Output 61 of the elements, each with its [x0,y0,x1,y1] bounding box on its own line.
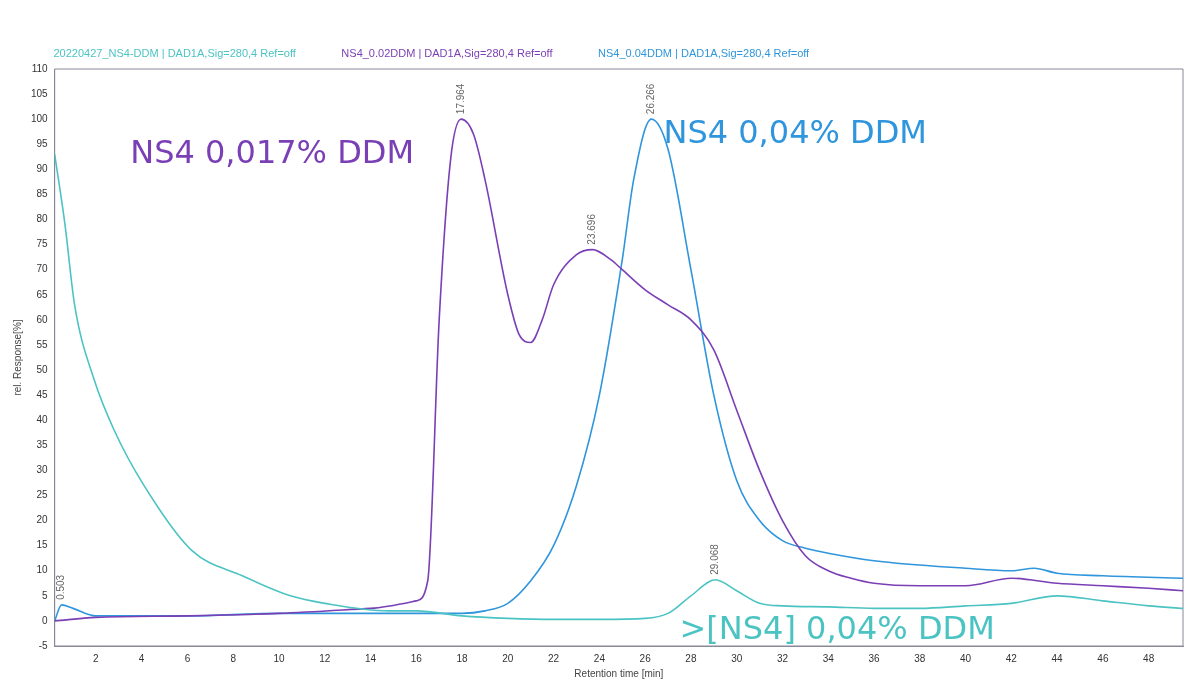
y-tick-label: 50 [36,363,49,375]
y-tick-label: 90 [36,163,49,175]
y-tick-label: 25 [36,489,49,501]
x-tick-label: 20 [502,652,514,664]
y-tick-label: 45 [36,388,49,400]
y-tick-label: 95 [36,138,49,150]
y-tick-label: -5 [38,639,49,651]
x-tick-label: 26 [639,652,652,664]
x-tick-label: 24 [593,652,606,664]
y-tick-label: 30 [36,464,49,476]
y-axis-title: rel. Response[%] [11,319,23,396]
y-tick-label: 80 [36,213,49,225]
x-tick-label: 32 [776,652,789,664]
x-tick-label: 4 [138,652,145,664]
annotation: 23.696 [586,213,598,245]
x-tick-label: 14 [364,652,377,664]
annotation: NS4 0,04% DDM [663,112,927,151]
annotation: 0.503 [55,574,67,600]
x-tick-label: 46 [1097,652,1109,664]
x-tick-label: 10 [273,652,285,664]
y-tick-label: 65 [36,288,49,300]
y-tick-label: 35 [36,439,49,451]
text: 20220427_NS4-DDM | DAD1A,Sig=280,4 Ref=off [53,46,297,59]
y-tick-label: 75 [36,238,49,250]
y-tick-label: 105 [31,87,49,99]
annotation: 26.266 [645,83,657,115]
annotation: 17.964 [454,83,466,115]
x-tick-label: 18 [456,652,469,664]
annotation: 29.068 [709,543,721,575]
x-tick-label: 40 [960,652,972,664]
x-tick-label: 12 [319,652,331,664]
x-tick-label: 44 [1051,652,1064,664]
text: NS4_0.02DDM | DAD1A,Sig=280,4 Ref=off [341,46,554,59]
annotation: >[NS4] 0,04% DDM [679,609,995,648]
y-tick-label: 110 [31,62,49,74]
y-tick-label: 60 [36,313,49,325]
y-tick-label: 85 [36,188,49,200]
x-tick-label: 28 [685,652,697,664]
x-axis-title: Retention time [min] [574,667,664,679]
text: NS4_0.04DDM | DAD1A,Sig=280,4 Ref=off [598,46,811,59]
y-tick-label: 15 [36,539,49,551]
x-tick-label: 34 [822,652,835,664]
x-tick-label: 22 [548,652,560,664]
y-tick-label: 5 [42,589,49,601]
x-tick-label: 36 [868,652,881,664]
annotation: NS4 0,017% DDM [130,132,415,171]
x-tick-label: 38 [914,652,926,664]
y-tick-label: 100 [31,112,49,124]
x-tick-label: 30 [731,652,743,664]
x-tick-label: 42 [1005,652,1018,664]
y-tick-label: 70 [36,263,49,275]
y-tick-label: 10 [36,564,49,576]
y-tick-label: 40 [36,413,49,425]
y-tick-label: 55 [36,338,49,350]
x-tick-label: 8 [230,652,237,664]
y-tick-label: 20 [36,514,49,526]
x-tick-label: 48 [1143,652,1155,664]
x-tick-label: 6 [184,652,191,664]
x-tick-label: 16 [410,652,423,664]
x-tick-label: 2 [93,652,100,664]
y-tick-label: 0 [42,614,49,626]
